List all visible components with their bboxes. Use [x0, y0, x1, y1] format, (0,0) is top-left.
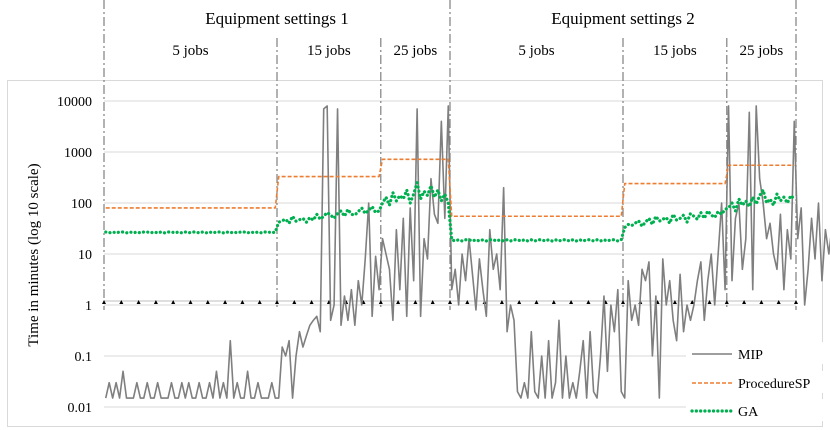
x-tick-marker	[292, 300, 297, 304]
x-tick-marker	[794, 300, 798, 304]
series-line-proceduresp	[105, 158, 795, 218]
x-tick-marker	[672, 300, 677, 304]
section-label: 25 jobs	[740, 43, 784, 59]
y-tick-label: 0.1	[75, 350, 93, 365]
legend-label: GA	[738, 405, 759, 420]
legend-label: MIP	[738, 348, 763, 363]
x-tick-marker	[102, 300, 106, 304]
y-tick-label: 1000	[64, 146, 92, 161]
x-tick-marker	[240, 300, 245, 304]
y-tick-label: 0.01	[68, 401, 93, 416]
section-label: 15 jobs	[307, 43, 351, 59]
section-label: 5 jobs	[172, 43, 208, 59]
x-tick-marker	[551, 300, 556, 304]
x-tick-marker	[586, 300, 591, 304]
y-axis-label: Time in minutes (log 10 scale)	[26, 163, 42, 346]
y-tick-label: 1	[85, 299, 92, 314]
x-tick-marker	[188, 300, 193, 304]
x-tick-marker	[690, 300, 695, 304]
x-tick-marker	[153, 300, 158, 304]
x-tick-marker	[309, 300, 314, 304]
legend-label: ProcedureSP	[738, 377, 811, 392]
x-tick-marker	[776, 300, 781, 304]
x-tick-marker	[724, 300, 729, 304]
y-tick-label: 100	[71, 197, 92, 212]
legend-bg	[686, 399, 824, 421]
y-tick-label: 10	[78, 248, 92, 263]
x-tick-marker	[499, 300, 504, 304]
x-tick-marker	[742, 300, 747, 304]
x-tick-marker	[430, 300, 435, 304]
legend-bg	[686, 371, 824, 393]
group-label: Equipment settings 1	[205, 9, 349, 28]
x-tick-marker	[465, 300, 470, 304]
legend: MIP ProcedureSP GA	[686, 342, 824, 421]
section-label: 15 jobs	[653, 43, 697, 59]
x-tick-marker	[413, 300, 418, 304]
chart-frame	[7, 80, 823, 427]
grid	[104, 100, 796, 408]
series-line-mip	[104, 105, 830, 399]
group-label: Equipment settings 2	[551, 9, 695, 28]
series-layer	[104, 105, 830, 399]
x-tick-marker	[621, 300, 625, 304]
section-label: 25 jobs	[394, 43, 438, 59]
x-tick-marker	[223, 300, 228, 304]
x-tick-marker	[378, 300, 383, 304]
x-tick-marker	[257, 300, 262, 304]
x-tick-marker	[569, 300, 574, 304]
x-tick-marker	[205, 300, 210, 304]
x-tick-marker	[396, 300, 401, 304]
x-tick-marker	[448, 300, 452, 304]
x-tick-marker	[517, 300, 522, 304]
series-line-ga	[104, 181, 796, 243]
x-tick-marker	[707, 300, 712, 304]
section-label: 5 jobs	[518, 43, 554, 59]
legend-bg	[686, 342, 824, 364]
x-tick-marker	[136, 300, 141, 304]
y-tick-label: 10000	[57, 95, 92, 110]
x-tick-marker	[275, 300, 279, 304]
x-tick-marker	[759, 300, 764, 304]
x-tick-marker	[171, 300, 176, 304]
y-axis: 10000 1000 100 10 1 0.1 0.01	[57, 95, 798, 416]
group-headers: 5 jobs 15 jobs 25 jobs Equipment settings 1…	[172, 9, 783, 59]
x-tick-marker	[534, 300, 539, 304]
x-tick-marker	[119, 300, 124, 304]
